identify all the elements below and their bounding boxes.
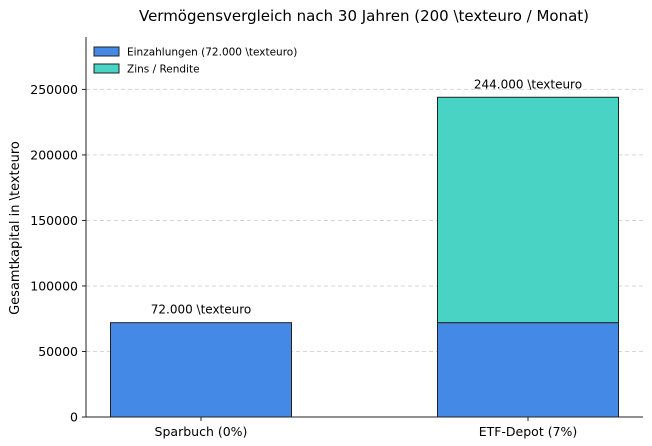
- y-tick-label: 100000: [30, 278, 78, 293]
- chart-title: Vermögensvergleich nach 30 Jahren (200 \…: [139, 7, 589, 25]
- y-tick-label: 150000: [30, 213, 78, 228]
- y-axis-label: Gesamtkapital in \texteuro: [8, 141, 23, 315]
- bar-segment-einzahlungen: [110, 322, 292, 418]
- bar-total-labels: 72.000 \texteuro 244.000 \texteuro: [151, 77, 582, 316]
- y-axis-ticks: 0 50000 100000 150000 200000 250000: [30, 82, 86, 425]
- legend: Einzahlungen (72.000 \texteuro) Zins / Re…: [93, 46, 297, 76]
- y-tick-label: 200000: [30, 147, 78, 162]
- legend-label: Zins / Rendite: [127, 64, 200, 76]
- y-tick-label: 0: [70, 410, 78, 425]
- bar-segment-einzahlungen: [437, 322, 619, 418]
- x-axis-ticks: Sparbuch (0%) ETF-Depot (7%): [155, 417, 578, 439]
- y-tick-label: 50000: [38, 344, 78, 359]
- legend-swatch: [93, 46, 120, 57]
- y-tick-label: 250000: [30, 82, 78, 97]
- bar-total-label: 72.000 \texteuro: [151, 303, 252, 317]
- x-tick-label: ETF-Depot (7%): [479, 424, 578, 439]
- bar-segment-zins-rendite: [437, 96, 619, 324]
- bar-total-label: 244.000 \texteuro: [474, 77, 582, 91]
- legend-swatch: [93, 63, 120, 74]
- legend-label: Einzahlungen (72.000 \texteuro): [127, 47, 297, 59]
- bars: [110, 96, 619, 418]
- x-tick-label: Sparbuch (0%): [155, 424, 248, 439]
